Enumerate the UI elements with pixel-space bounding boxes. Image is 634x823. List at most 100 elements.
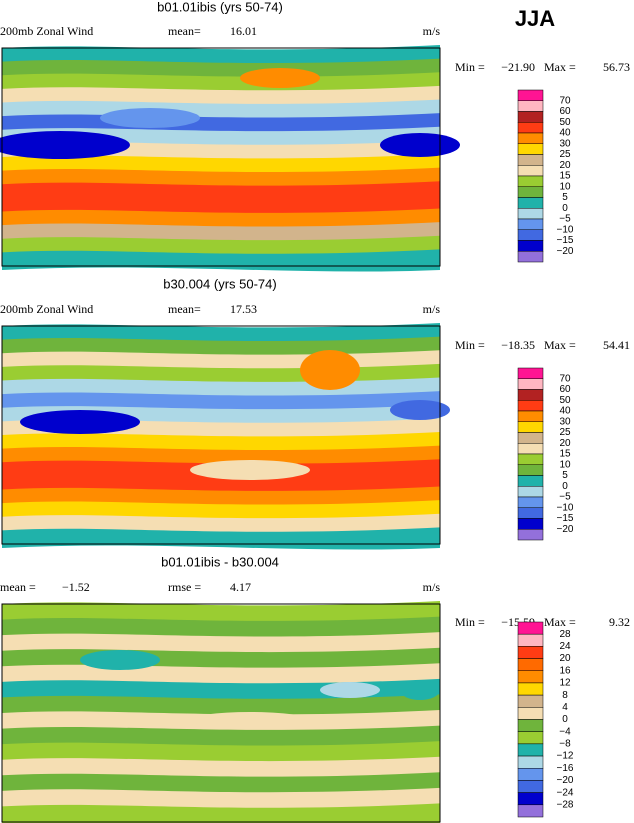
colorbar-label: 25 [559,149,571,160]
stat-label: rmse = [168,580,201,594]
max-label: Max = [544,338,576,352]
panel-title: b01.01ibis - b30.004 [161,554,279,569]
colorbar-box [517,633,544,647]
colorbar-box [517,218,544,230]
colorbar-box [517,443,544,455]
colorbar-box [517,400,544,412]
colorbar-label: 8 [562,690,568,701]
contour-blob [190,460,310,480]
colorbar-box [517,154,544,166]
min-label: Min = [455,60,485,74]
colorbar-label: 25 [559,427,571,438]
colorbar-label: 40 [559,128,571,139]
colorbar-box [517,804,544,818]
colorbar-box [517,197,544,209]
map [0,45,460,272]
colorbar-box [517,132,544,144]
stat-value: 4.17 [230,580,251,594]
stat-value: 16.01 [230,24,257,38]
colorbar-label: 10 [559,181,571,192]
colorbar-label: −16 [557,763,574,774]
colorbar-label: 0 [562,714,568,725]
map-frame [1,47,441,267]
colorbar-box [517,707,544,720]
colorbar-label: 20 [559,653,571,664]
season-label: JJA [515,6,555,31]
colorbar-label: 0 [562,481,568,492]
contour-blob [300,350,360,390]
colorbar-label: 70 [559,373,571,384]
colorbar-box [517,378,544,390]
colorbar-box [517,743,544,757]
colorbar-label: −12 [557,751,574,762]
panel-title: b30.004 (yrs 50-74) [163,276,276,291]
colorbar-box [517,755,544,769]
colorbar-label: 12 [559,678,571,689]
colorbar-box [517,453,544,465]
colorbar-label: 40 [559,406,571,417]
colorbar-label: 50 [559,395,571,406]
field-label: 200mb Zonal Wind [0,24,93,38]
colorbar-label: 5 [562,192,568,203]
colorbar-label: −15 [557,513,574,524]
colorbar-box [517,646,544,659]
contour-blob [0,131,130,159]
stat-value: −1.52 [62,580,90,594]
colorbar-label: 24 [559,641,571,652]
colorbar-box [517,719,544,732]
map-frame [1,603,441,823]
colorbar-box [517,780,544,793]
min-label: Min = [455,338,485,352]
colorbar-box [517,186,544,198]
colorbar-box [517,389,544,401]
contour-band [2,803,440,823]
colorbar-box [517,507,544,519]
colorbar-box [517,165,544,177]
colorbar-box [517,486,544,498]
colorbar-box [517,475,544,487]
stat-label: mean = [0,580,36,594]
colorbar-label: −8 [559,739,571,750]
colorbar-box [517,421,544,433]
map-frame [1,325,441,545]
contour-blob [380,133,460,157]
map [2,601,440,823]
max-value: 9.32 [609,615,630,629]
colorbar-box [517,670,544,684]
colorbar-box [517,518,544,530]
min-value: −18.35 [501,338,535,352]
colorbar-label: 28 [559,629,571,640]
panel-title: b01.01ibis (yrs 50-74) [157,0,283,14]
contour-blob [190,712,310,728]
units: m/s [423,302,441,316]
colorbar-box [517,658,544,671]
colorbar-box [517,731,544,745]
contour-blob [400,680,440,700]
colorbar-box [517,432,544,444]
max-label: Max = [544,60,576,74]
contour-blob [80,650,160,670]
colorbar-label: 4 [562,702,568,713]
colorbar-label: −5 [559,492,571,503]
colorbar-label: 70 [559,95,571,106]
min-value: −21.90 [501,60,535,74]
colorbar-box [517,682,544,696]
colorbar-label: −10 [557,502,574,513]
colorbar-label: 16 [559,665,571,676]
colorbar-label: −20 [557,246,574,257]
map [2,323,450,550]
colorbar-label: 60 [559,384,571,395]
colorbar-label: 20 [559,438,571,449]
max-label: Max = [544,615,576,629]
max-value: 56.73 [603,60,630,74]
colorbar-label: 5 [562,470,568,481]
colorbar-label: 0 [562,203,568,214]
contour-blob [100,108,200,128]
colorbar-label: 10 [559,459,571,470]
colorbar-label: −5 [559,214,571,225]
colorbar-box [517,496,544,508]
colorbar-box [517,251,544,263]
colorbar-box [517,229,544,241]
